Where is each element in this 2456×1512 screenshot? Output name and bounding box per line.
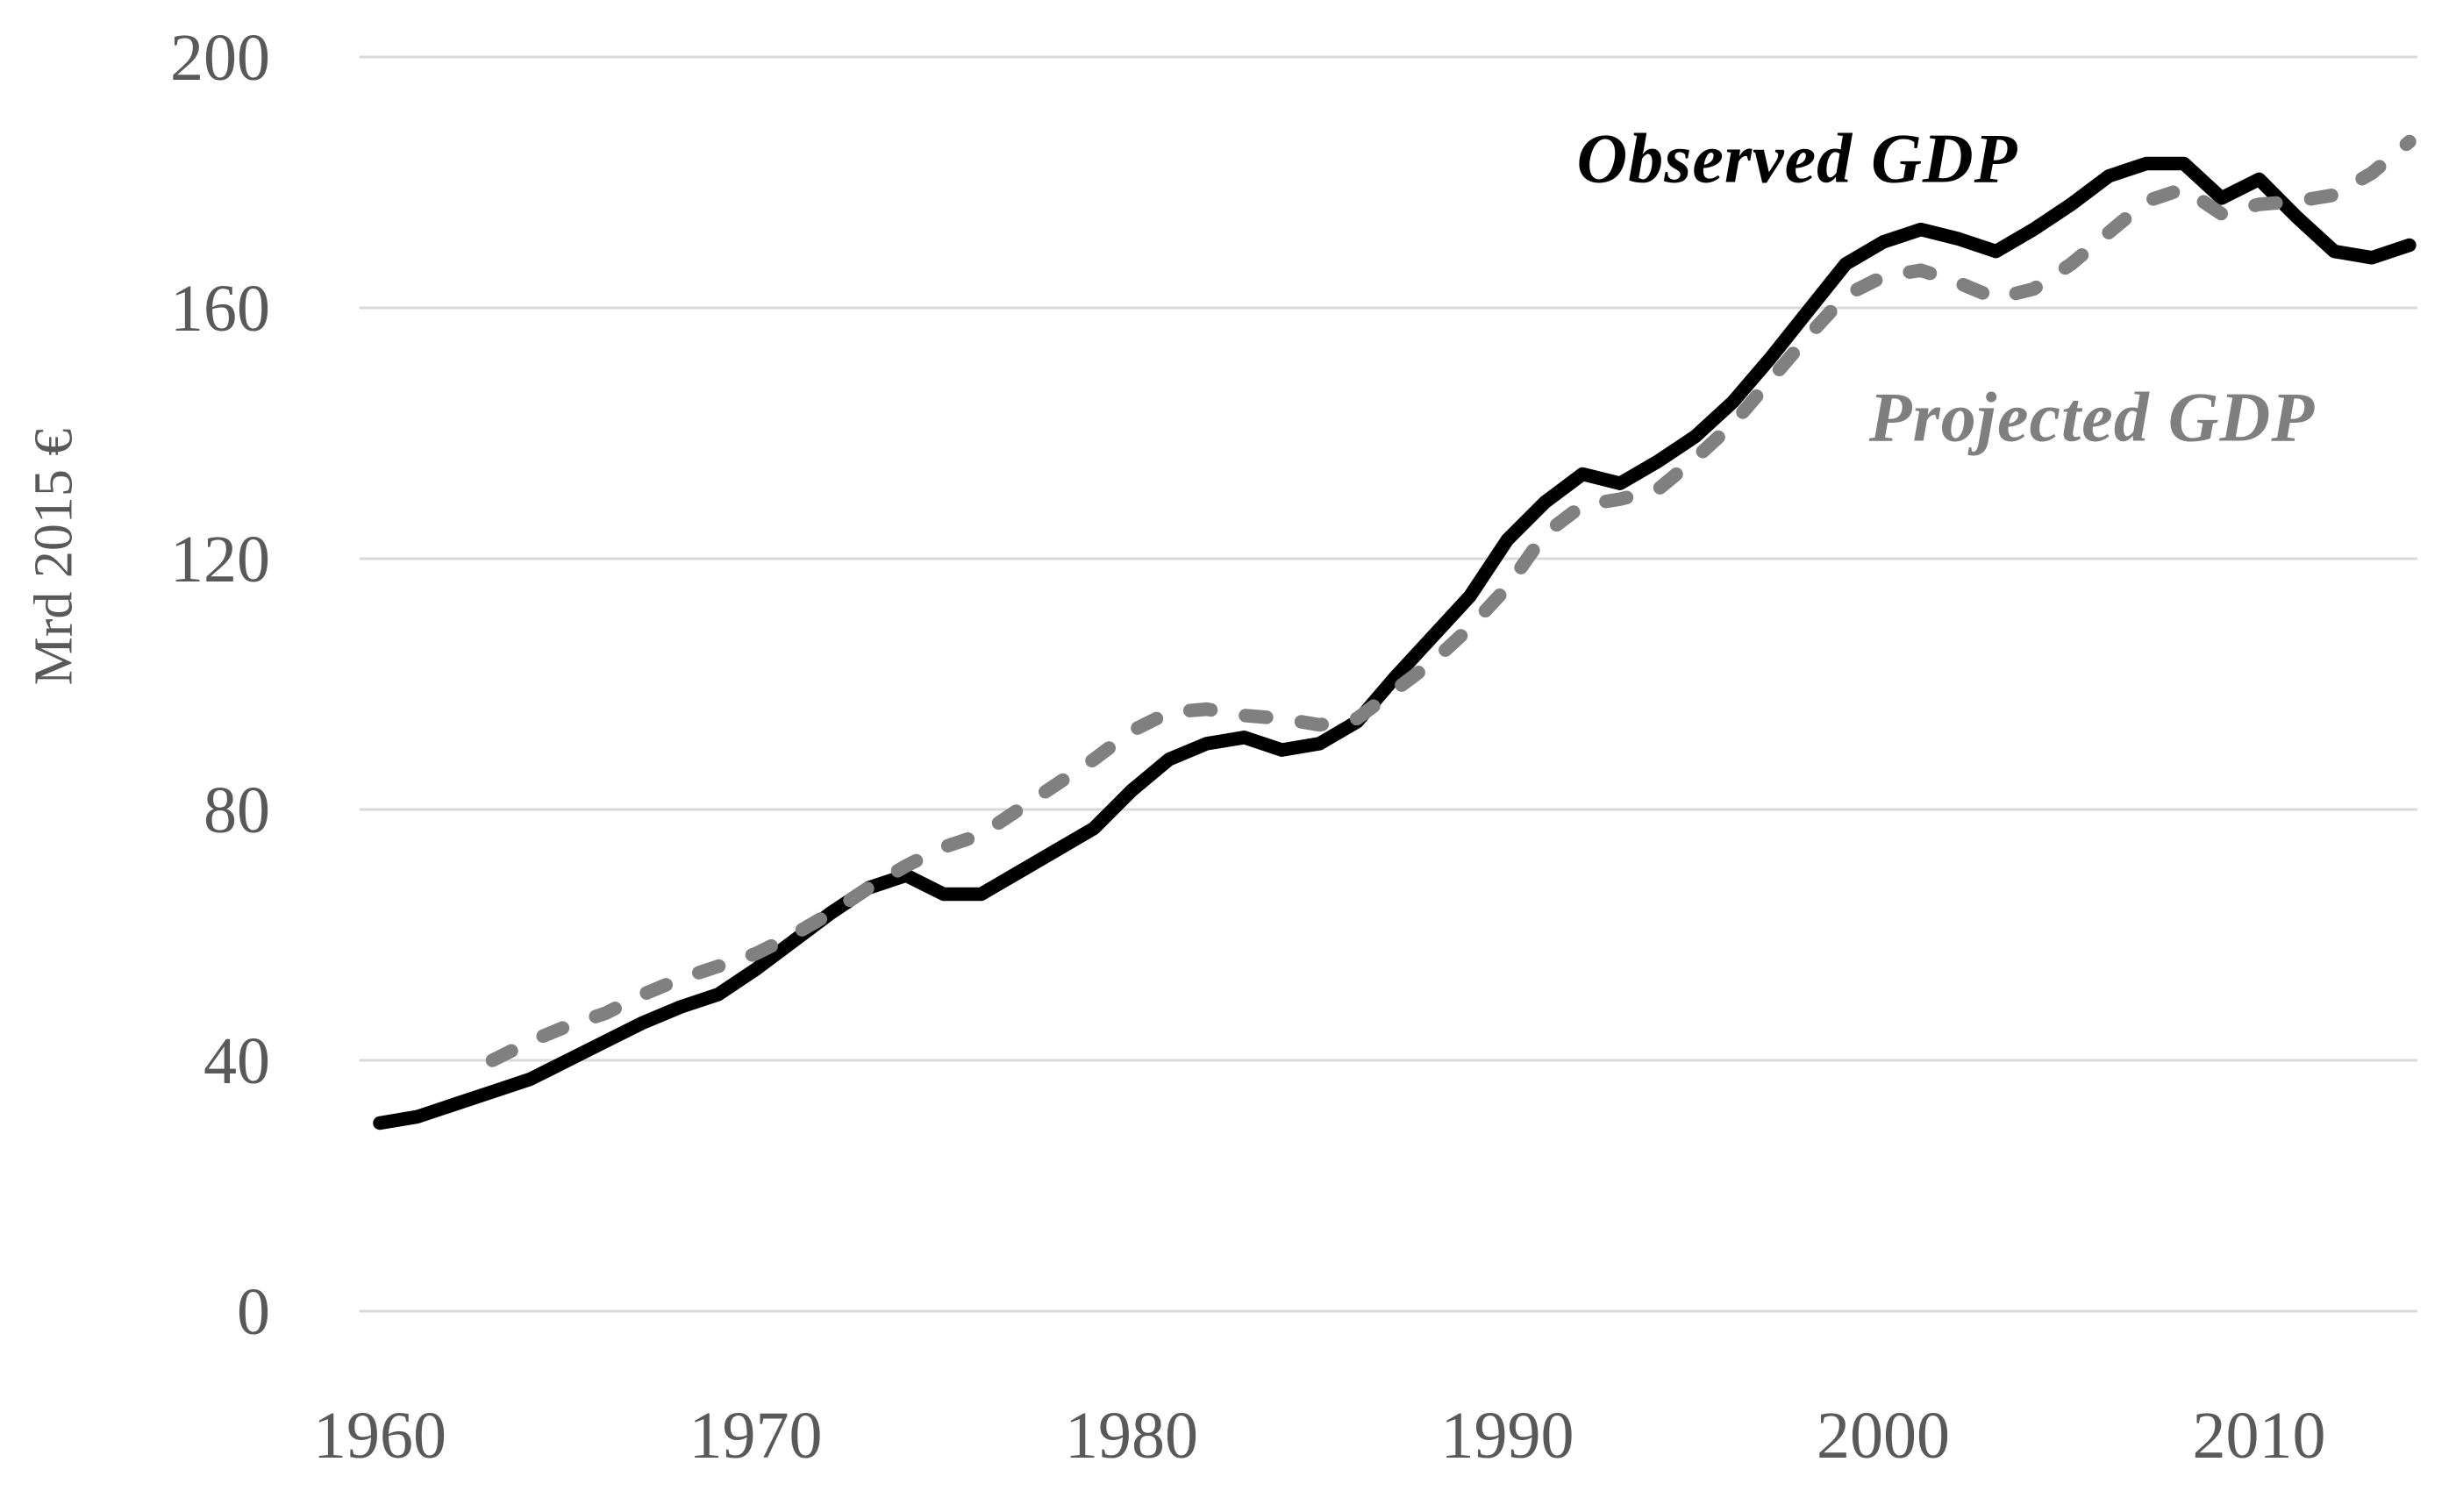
projected-series-label: Projected GDP — [1868, 379, 2316, 457]
x-tick-label-1960: 1960 — [313, 1399, 446, 1473]
y-tick-label-120: 120 — [170, 523, 270, 596]
y-tick-label-200: 200 — [170, 21, 270, 95]
x-tick-label-1980: 1980 — [1065, 1399, 1198, 1473]
x-tick-label-2000: 2000 — [1817, 1399, 1950, 1473]
data-lines-group — [373, 134, 2417, 1130]
gridlines-group — [360, 55, 2417, 1313]
x-axis-tick-labels: 1960 1970 1980 1990 2000 2010 — [313, 1399, 2326, 1473]
x-tick-label-2010: 2010 — [2193, 1399, 2326, 1473]
y-tick-label-40: 40 — [203, 1024, 270, 1098]
x-tick-label-1970: 1970 — [689, 1399, 823, 1473]
y-tick-label-80: 80 — [203, 774, 270, 847]
y-axis-title: Mrd 2015 € — [24, 428, 84, 686]
x-tick-label-1990: 1990 — [1441, 1399, 1574, 1473]
y-tick-label-160: 160 — [170, 272, 270, 346]
observed-series-label: Observed GDP — [1576, 120, 2018, 198]
y-tick-label-0: 0 — [237, 1275, 270, 1349]
observed-gdp-line — [373, 156, 2417, 1130]
projected-gdp-line — [485, 134, 2417, 1067]
y-axis-tick-labels: 0 40 80 120 160 200 — [170, 21, 270, 1349]
